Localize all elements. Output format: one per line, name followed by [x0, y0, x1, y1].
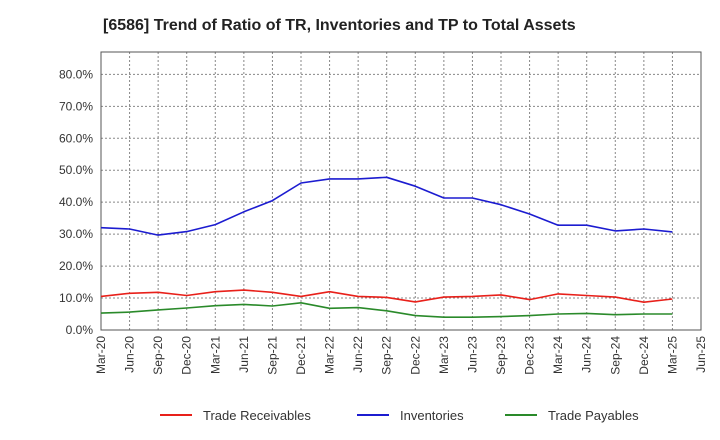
grid-lines — [100, 52, 702, 331]
x-tick-label: Dec-22 — [408, 336, 422, 375]
x-tick-label: Sep-21 — [265, 336, 279, 375]
x-tick-label: Sep-20 — [151, 336, 165, 375]
y-tick-label: 80.0% — [59, 67, 93, 81]
x-tick-label: Mar-25 — [665, 336, 679, 374]
x-tick-label: Jun-20 — [123, 336, 137, 373]
legend-label: Trade Receivables — [203, 408, 311, 423]
y-axis-ticks: 0.0% 10.0% 20.0% 30.0% 40.0% 50.0% 60.0% 70.0% 8… — [59, 67, 93, 337]
plot-area — [100, 51, 702, 331]
x-tick-label: Jun-22 — [351, 336, 365, 373]
chart-title: [6586] Trend of Ratio of TR, Inventories… — [103, 17, 576, 34]
series-line-trade-payables — [100, 301, 673, 319]
x-tick-label: Mar-23 — [437, 336, 451, 374]
y-tick-label: 20.0% — [59, 259, 93, 273]
y-tick-label: 0.0% — [66, 323, 94, 337]
y-tick-label: 30.0% — [59, 227, 93, 241]
y-tick-label: 50.0% — [59, 163, 93, 177]
x-tick-label: Dec-20 — [180, 336, 194, 375]
y-tick-label: 10.0% — [59, 291, 93, 305]
x-tick-label: Dec-24 — [637, 336, 651, 375]
y-tick-label: 70.0% — [59, 99, 93, 113]
x-tick-label: Mar-22 — [323, 336, 337, 374]
series-line-trade-receivables — [100, 289, 673, 304]
x-axis-ticks: Mar-20 Jun-20 Sep-20 Dec-20 Mar-21 Jun-21 Sep-… — [94, 336, 708, 375]
x-tick-label: Mar-21 — [208, 336, 222, 374]
y-tick-label: 40.0% — [59, 195, 93, 209]
x-tick-label: Jun-23 — [465, 336, 479, 373]
x-tick-label: Mar-20 — [94, 336, 108, 374]
x-tick-label: Jun-24 — [580, 336, 594, 373]
series-lines — [100, 176, 673, 319]
legend-label: Trade Payables — [548, 408, 639, 423]
x-tick-label: Dec-23 — [523, 336, 537, 375]
legend-label: Inventories — [400, 408, 464, 423]
x-tick-label: Sep-23 — [494, 336, 508, 375]
legend: Trade Receivables Inventories Trade Payabl… — [160, 408, 639, 423]
series-line-inventories — [100, 176, 673, 236]
x-tick-label: Jun-21 — [237, 336, 251, 373]
x-tick-label: Jun-25 — [694, 336, 708, 373]
x-tick-label: Mar-24 — [551, 336, 565, 374]
y-tick-label: 60.0% — [59, 131, 93, 145]
x-tick-label: Sep-22 — [380, 336, 394, 375]
x-tick-label: Dec-21 — [294, 336, 308, 375]
x-tick-label: Sep-24 — [608, 336, 622, 375]
